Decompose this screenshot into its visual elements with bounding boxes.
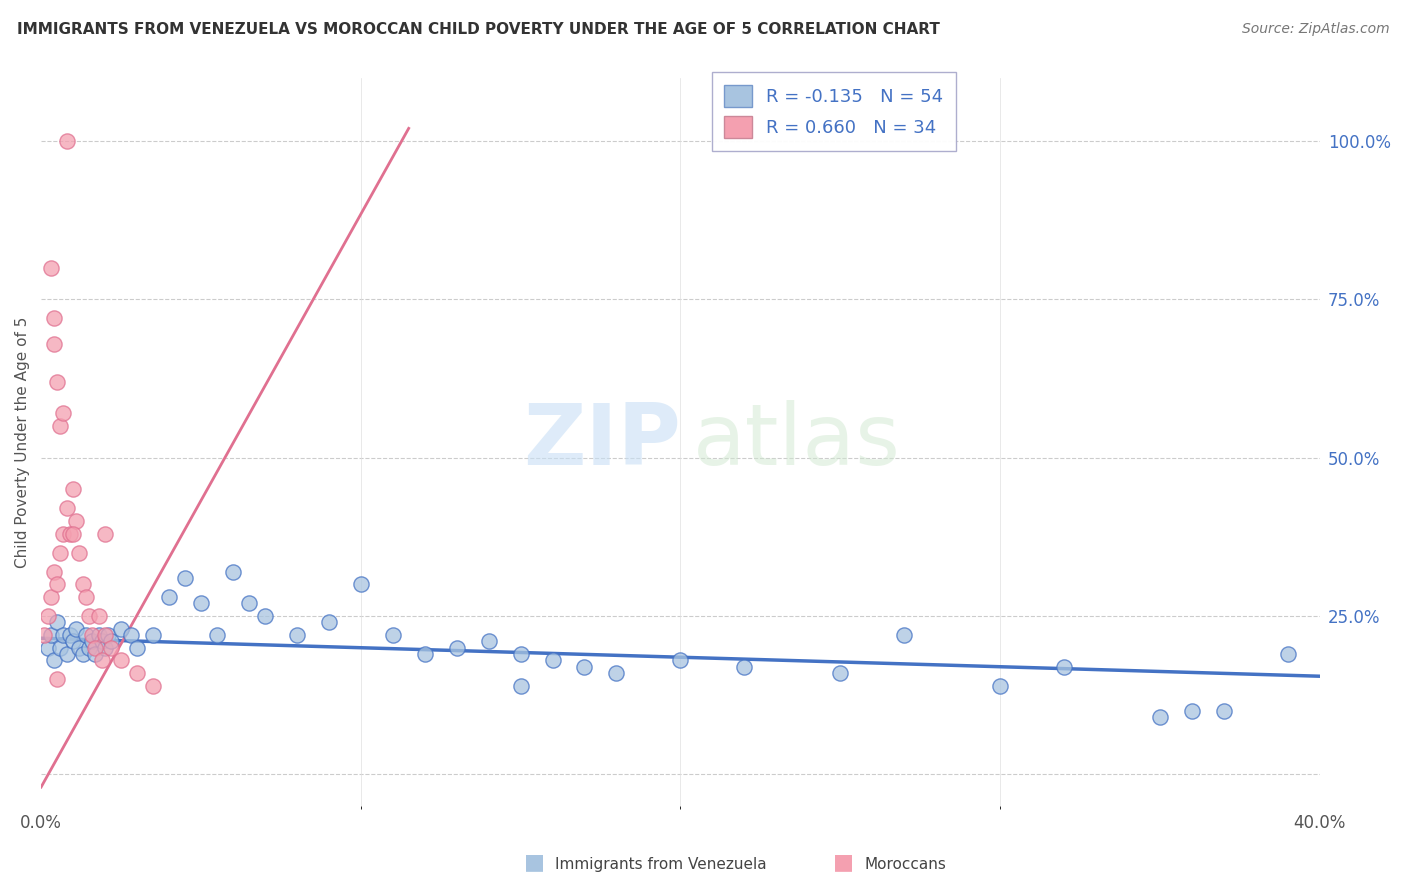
Point (72, 647, 94, 661)
Point (1212, 704, 1234, 718)
Point (77, 609, 100, 624)
Point (42, 565, 65, 579)
Point (52, 628, 75, 642)
Point (94, 640, 117, 655)
Point (893, 628, 915, 642)
Point (42, 311, 65, 326)
Point (87, 609, 110, 624)
Point (52, 406, 75, 420)
Point (49, 546, 72, 560)
Point (90, 653, 112, 667)
Point (574, 659, 596, 673)
Point (75, 628, 97, 642)
Point (94, 526, 117, 541)
Point (100, 634, 122, 648)
Point (37, 640, 59, 655)
Point (238, 596, 260, 610)
Point (205, 628, 228, 642)
Point (100, 640, 122, 655)
Point (69, 546, 91, 560)
Point (62, 483, 84, 497)
Point (49, 419, 72, 434)
Point (55, 647, 77, 661)
Point (49, 640, 72, 655)
Point (65, 514, 87, 528)
Point (62, 634, 84, 648)
Point (84, 647, 107, 661)
Legend: R = -0.135   N = 54, R = 0.660   N = 34: R = -0.135 N = 54, R = 0.660 N = 34 (711, 72, 956, 151)
Point (87, 628, 110, 642)
Point (120, 628, 142, 642)
Point (669, 653, 692, 667)
Point (94, 628, 117, 642)
Point (988, 679, 1011, 693)
Point (46, 615, 69, 630)
Point (65, 622, 87, 636)
Point (830, 666, 852, 681)
Point (1277, 647, 1299, 661)
Text: Immigrants from Venezuela: Immigrants from Venezuela (555, 857, 768, 872)
Text: Source: ZipAtlas.com: Source: ZipAtlas.com (1241, 22, 1389, 37)
Point (509, 679, 531, 693)
Point (59, 628, 82, 642)
Point (157, 590, 180, 604)
Text: ■: ■ (524, 853, 544, 872)
Text: Moroccans: Moroccans (865, 857, 946, 872)
Point (509, 647, 531, 661)
Point (84, 640, 107, 655)
Text: ■: ■ (834, 853, 853, 872)
Point (1053, 659, 1076, 673)
Point (59, 526, 82, 541)
Point (46, 673, 69, 687)
Point (55, 134, 77, 148)
Point (72, 577, 94, 591)
Point (46, 577, 69, 591)
Point (318, 615, 340, 630)
Point (413, 647, 436, 661)
Point (381, 628, 404, 642)
Point (82, 634, 104, 648)
Point (90, 634, 112, 648)
Point (110, 653, 132, 667)
Point (82, 628, 104, 642)
Point (174, 571, 197, 585)
Point (55, 501, 77, 516)
Point (605, 666, 627, 681)
Point (253, 609, 276, 624)
Point (52, 526, 75, 541)
Point (142, 628, 165, 642)
Point (125, 640, 148, 655)
Point (478, 634, 501, 648)
Point (42, 336, 65, 351)
Point (62, 526, 84, 541)
Point (1149, 710, 1171, 724)
Text: IMMIGRANTS FROM VENEZUELA VS MOROCCAN CHILD POVERTY UNDER THE AGE OF 5 CORRELATI: IMMIGRANTS FROM VENEZUELA VS MOROCCAN CH… (17, 22, 939, 37)
Point (42, 653, 65, 667)
Point (110, 622, 132, 636)
Point (350, 577, 373, 591)
Point (75, 590, 97, 604)
Point (46, 375, 69, 389)
Point (39, 260, 62, 275)
Point (222, 565, 245, 579)
Point (77, 640, 100, 655)
Point (39, 628, 62, 642)
Point (541, 653, 564, 667)
Point (34, 628, 56, 642)
Point (37, 609, 59, 624)
Y-axis label: Child Poverty Under the Age of 5: Child Poverty Under the Age of 5 (15, 316, 30, 567)
Point (446, 640, 468, 655)
Point (285, 628, 308, 642)
Point (1181, 704, 1204, 718)
Text: ZIP: ZIP (523, 401, 681, 483)
Text: atlas: atlas (693, 401, 901, 483)
Point (39, 590, 62, 604)
Point (125, 666, 148, 681)
Point (142, 679, 165, 693)
Point (733, 659, 755, 673)
Point (69, 640, 91, 655)
Point (97, 628, 120, 642)
Point (190, 596, 212, 610)
